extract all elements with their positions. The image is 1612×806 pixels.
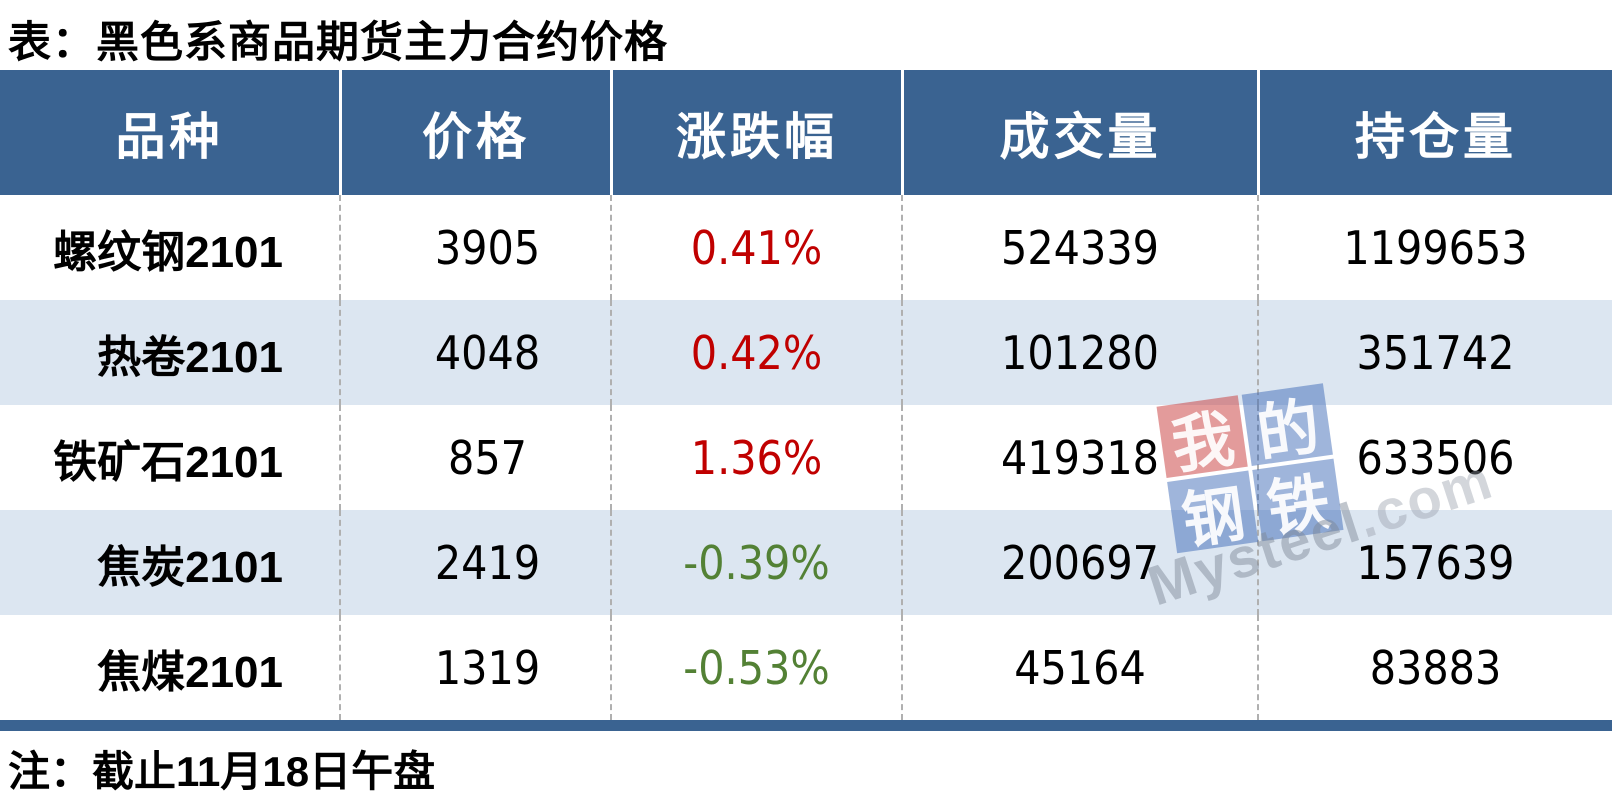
header-cell-price: 价格	[339, 70, 610, 195]
volume-cell: 101280	[901, 300, 1257, 405]
price-cell: 1319	[339, 615, 610, 720]
table-header-row: 品种 价格 涨跌幅 成交量 持仓量	[0, 70, 1612, 195]
table-row: 螺纹钢2101 3905 0.41% 524339 1199653	[0, 195, 1612, 300]
footnote-text: 注：截止11月18日午盘	[8, 748, 436, 795]
variety-cell: 热卷2101	[97, 332, 283, 382]
price-cell: 857	[339, 405, 610, 510]
header-cell-change: 涨跌幅	[610, 70, 901, 195]
variety-cell: 螺纹钢2101	[53, 227, 283, 277]
volume-cell: 524339	[901, 195, 1257, 300]
price-cell: 2419	[339, 510, 610, 615]
volume-cell: 419318	[901, 405, 1257, 510]
volume-cell: 45164	[901, 615, 1257, 720]
open-interest-cell: 157639	[1257, 510, 1612, 615]
futures-price-table: 品种 价格 涨跌幅 成交量 持仓量 螺纹钢2101 3905 0.41% 524…	[0, 70, 1612, 720]
table-row: 铁矿石2101 857 1.36% 419318 633506	[0, 405, 1612, 510]
change-cell: 0.42%	[610, 300, 901, 405]
open-interest-cell: 83883	[1257, 615, 1612, 720]
header-cell-open-interest: 持仓量	[1257, 70, 1612, 195]
open-interest-cell: 351742	[1257, 300, 1612, 405]
change-cell: 1.36%	[610, 405, 901, 510]
change-cell: -0.53%	[610, 615, 901, 720]
table-row: 焦煤2101 1319 -0.53% 45164 83883	[0, 615, 1612, 720]
open-interest-cell: 1199653	[1257, 195, 1612, 300]
variety-cell: 焦煤2101	[97, 647, 283, 697]
price-cell: 3905	[339, 195, 610, 300]
variety-cell: 焦炭2101	[97, 542, 283, 592]
volume-cell: 200697	[901, 510, 1257, 615]
variety-cell: 铁矿石2101	[53, 437, 283, 487]
change-cell: -0.39%	[610, 510, 901, 615]
table-row: 热卷2101 4048 0.42% 101280 351742	[0, 300, 1612, 405]
table-row: 焦炭2101 2419 -0.39% 200697 157639	[0, 510, 1612, 615]
header-cell-variety: 品种	[115, 108, 224, 165]
price-cell: 4048	[339, 300, 610, 405]
open-interest-cell: 633506	[1257, 405, 1612, 510]
change-cell: 0.41%	[610, 195, 901, 300]
table-bottom-rule	[0, 720, 1612, 731]
page-title: 表：黑色系商品期货主力合约价格	[8, 19, 668, 67]
header-cell-volume: 成交量	[901, 70, 1257, 195]
